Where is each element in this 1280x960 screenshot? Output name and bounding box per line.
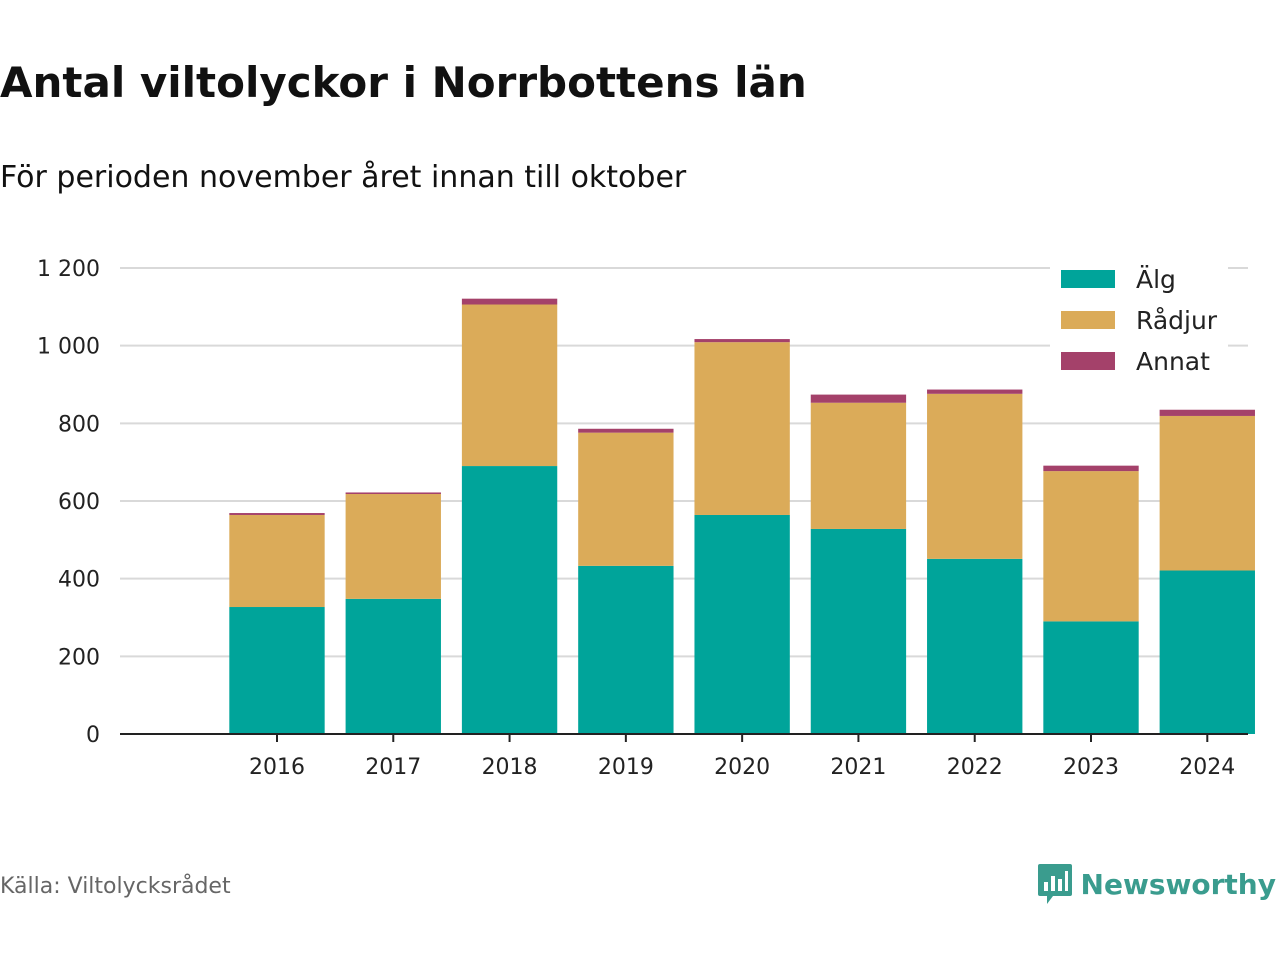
legend-label: Älg <box>1136 265 1176 294</box>
bar-segment <box>229 514 325 608</box>
legend-swatch <box>1061 311 1115 329</box>
bar-segment <box>578 432 674 566</box>
y-tick-label: 1 200 <box>37 257 100 282</box>
bar-segment <box>927 558 1023 734</box>
newsworthy-logo-icon <box>1037 864 1072 904</box>
legend: Älg Rådjur Annat <box>1050 262 1228 384</box>
legend-swatch <box>1061 352 1115 370</box>
bar-segment <box>810 528 907 734</box>
bar-segment <box>578 428 674 433</box>
bar-segment <box>1043 465 1139 472</box>
x-tick-label: 2017 <box>365 755 421 780</box>
bar-segment <box>694 339 790 343</box>
x-tick-label: 2024 <box>1179 755 1235 780</box>
y-tick-label: 200 <box>58 645 100 670</box>
bar-segment <box>810 394 907 403</box>
bars <box>229 298 1255 734</box>
legend-swatch <box>1061 270 1115 288</box>
bar-segment <box>229 607 325 734</box>
source-note: Källa: Viltolycksrådet <box>0 874 231 899</box>
bar-segment <box>578 565 674 734</box>
x-axis: 2016 2017 2018 2019 2020 2021 2022 2023 2024 <box>249 734 1235 780</box>
bar-segment <box>694 342 790 515</box>
bar-segment <box>1159 570 1255 734</box>
x-tick-label: 2020 <box>714 755 770 780</box>
bar-segment <box>229 513 325 515</box>
brand: Newsworthy <box>1037 862 1276 906</box>
y-axis: 0 200 400 600 800 1 000 1 200 <box>37 257 100 748</box>
legend-label: Annat <box>1136 347 1210 376</box>
chart-title: Antal viltolyckor i Norrbottens län <box>0 58 807 107</box>
y-tick-label: 1 000 <box>37 335 100 360</box>
x-tick-label: 2023 <box>1063 755 1119 780</box>
bar-segment <box>1043 621 1139 734</box>
bar-segment <box>810 402 907 529</box>
legend-label: Rådjur <box>1136 306 1218 335</box>
y-tick-label: 600 <box>58 490 100 515</box>
y-tick-label: 800 <box>58 412 100 437</box>
bar-segment <box>694 514 790 734</box>
bar-segment <box>345 494 441 599</box>
bar-segment <box>1159 409 1255 416</box>
bar-segment <box>345 492 441 495</box>
x-tick-label: 2019 <box>598 755 654 780</box>
bar-segment <box>1043 471 1139 622</box>
x-tick-label: 2018 <box>482 755 538 780</box>
bar-segment <box>345 598 441 734</box>
x-tick-label: 2022 <box>947 755 1003 780</box>
x-tick-label: 2021 <box>830 755 886 780</box>
bar-segment <box>461 304 558 467</box>
chart-subtitle: För perioden november året innan till ok… <box>0 160 687 195</box>
y-tick-label: 0 <box>86 723 100 748</box>
bar-segment <box>461 298 558 305</box>
bar-segment <box>927 393 1023 559</box>
bar-segment <box>927 389 1023 394</box>
x-tick-label: 2016 <box>249 755 305 780</box>
bar-segment <box>1159 415 1255 571</box>
y-tick-label: 400 <box>58 568 100 593</box>
brand-name: Newsworthy <box>1080 867 1276 901</box>
bar-segment <box>461 466 558 734</box>
